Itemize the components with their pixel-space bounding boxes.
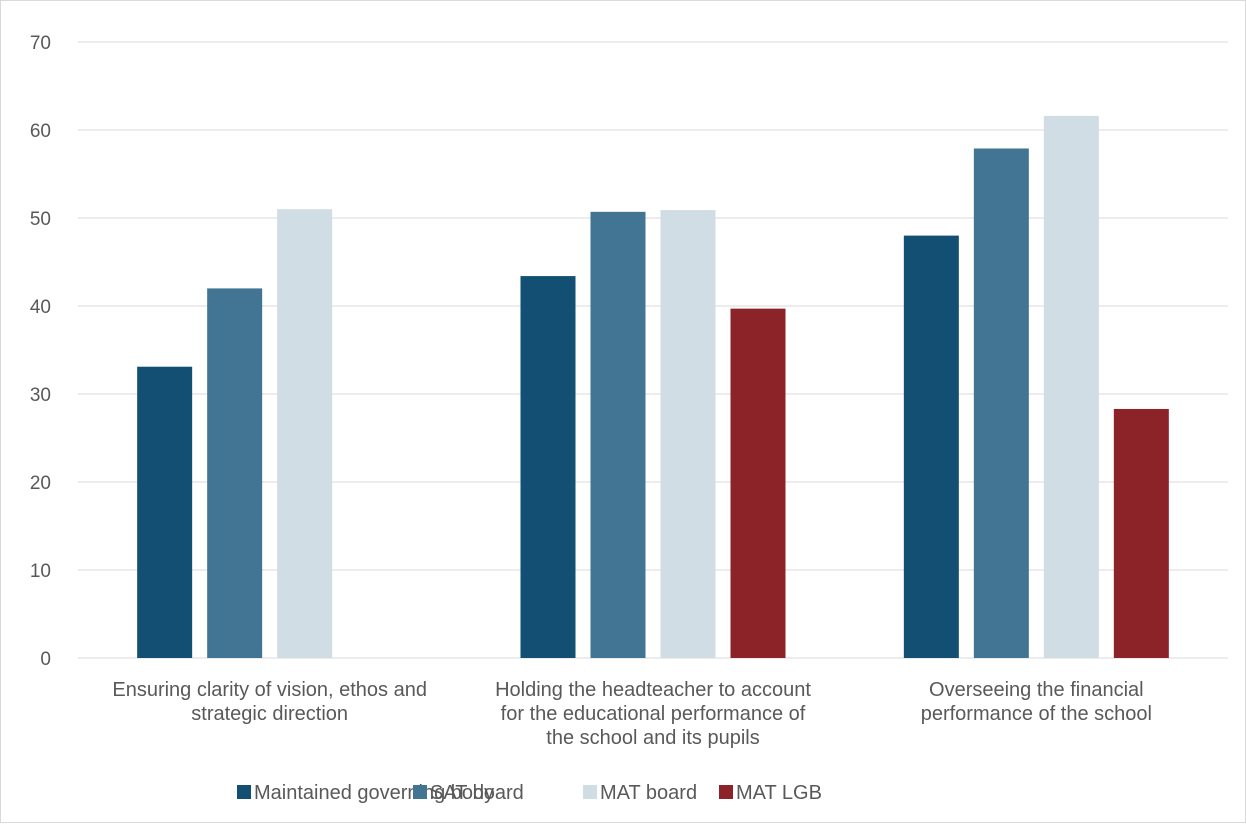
x-tick-label: Ensuring clarity of vision, ethos and (112, 679, 427, 701)
x-tick-label: the school and its pupils (546, 727, 759, 749)
bar (1043, 115, 1099, 659)
legend-swatch (583, 785, 597, 799)
x-tick-label: strategic direction (191, 703, 348, 725)
bar (207, 288, 263, 658)
bar (137, 366, 193, 658)
bar (1113, 408, 1169, 658)
bar (590, 211, 646, 658)
x-tick-label: performance of the school (921, 703, 1152, 725)
x-tick-label: Holding the headteacher to account (495, 679, 811, 701)
bar (660, 210, 716, 658)
y-tick-label: 0 (40, 649, 51, 670)
legend-label: Maintained governing body (254, 782, 494, 804)
legend-swatch (237, 785, 251, 799)
legend-label: MAT LGB (736, 782, 822, 804)
bar (973, 148, 1029, 659)
bar (730, 308, 786, 658)
bar (520, 276, 576, 658)
x-tick-label: for the educational performance of (501, 703, 806, 725)
y-tick-label: 40 (30, 297, 51, 318)
y-tick-label: 20 (30, 473, 51, 494)
legend-swatch (719, 785, 733, 799)
x-tick-label: Overseeing the financial (929, 679, 1144, 701)
y-tick-label: 50 (30, 209, 51, 230)
bar (903, 235, 959, 658)
bar (277, 209, 333, 658)
y-tick-label: 60 (30, 121, 51, 142)
y-tick-label: 10 (30, 561, 51, 582)
legend-label: SAT board (430, 782, 524, 804)
legend-swatch (413, 785, 427, 799)
legend-label: MAT board (600, 782, 697, 804)
y-tick-label: 70 (30, 33, 51, 54)
y-tick-label: 30 (30, 385, 51, 406)
